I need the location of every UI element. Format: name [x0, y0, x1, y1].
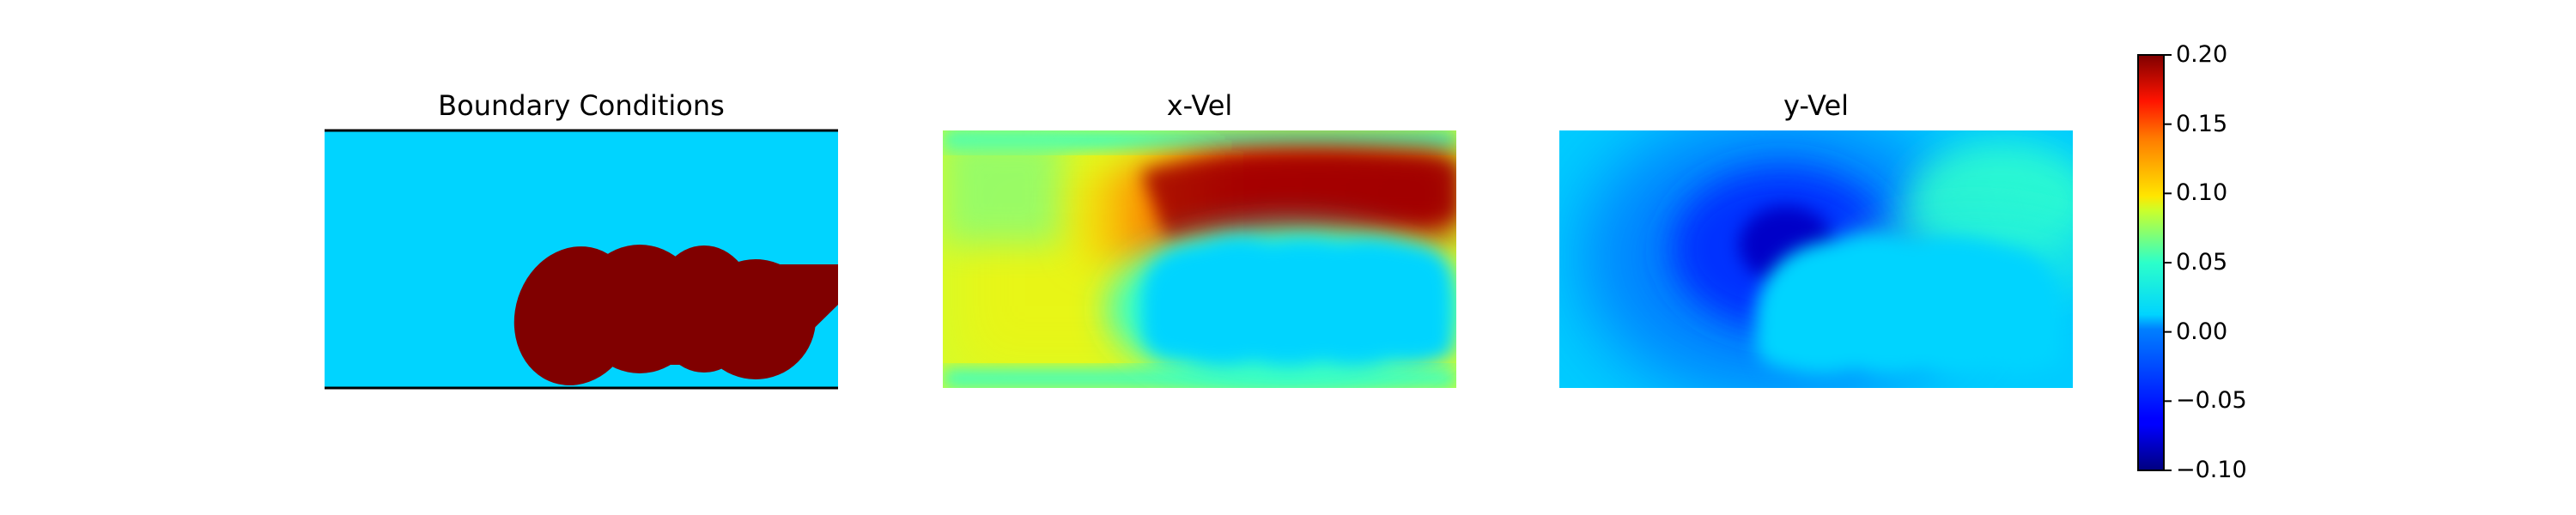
panel-title-boundary-conditions: Boundary Conditions [438, 89, 725, 122]
panel-y-vel [1559, 130, 2073, 388]
colorbar-tick-label: −0.10 [2176, 457, 2247, 483]
colorbar-tick-label: 0.15 [2176, 110, 2228, 137]
colorbar-tick-label: 0.20 [2176, 41, 2228, 68]
colorbar-ticks [2164, 54, 2172, 471]
colorbar-tick-label: −0.05 [2176, 387, 2247, 415]
panel-boundary-conditions [325, 129, 838, 390]
panel-title-y-vel: y-Vel [1783, 89, 1850, 122]
panel-x-vel [943, 130, 1456, 388]
panel-title-x-vel: x-Vel [1166, 89, 1233, 122]
colorbar-tick-label: 0.05 [2176, 249, 2228, 276]
bc-obstacle [513, 245, 838, 385]
colorbar-tick-label: 0.10 [2176, 179, 2228, 207]
colorbar-gradient [2137, 54, 2165, 471]
colorbar [2137, 54, 2172, 471]
colorbar-tick-label: 0.00 [2176, 318, 2228, 345]
